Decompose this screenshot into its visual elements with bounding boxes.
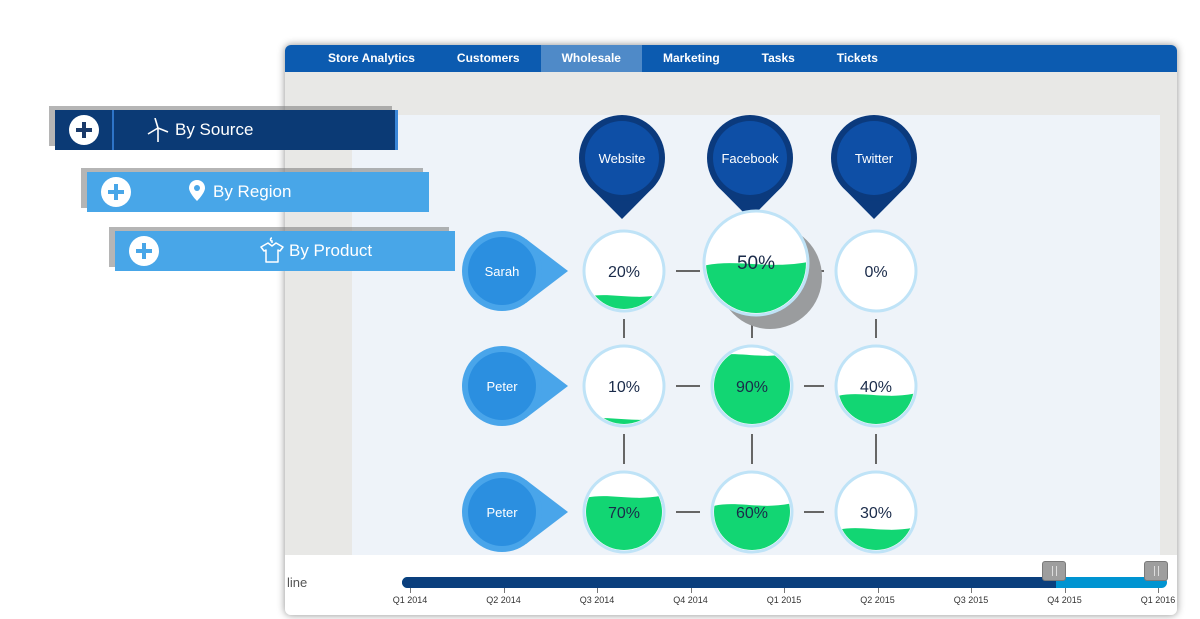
cell-value: 10% bbox=[608, 379, 640, 396]
person-inner bbox=[468, 237, 536, 305]
timeline-tick bbox=[1158, 588, 1159, 593]
timeline-tick-label: Q1 2015 bbox=[766, 595, 802, 605]
by-region-label: By Region bbox=[213, 182, 292, 201]
location-pin-icon bbox=[188, 180, 206, 207]
tab-tickets[interactable]: Tickets bbox=[836, 51, 878, 65]
cell-value: 20% bbox=[608, 264, 640, 281]
cell-fill bbox=[586, 494, 662, 550]
percent-cell[interactable]: 0% bbox=[834, 229, 918, 313]
cell-fill bbox=[714, 352, 790, 424]
cell-ring bbox=[582, 344, 666, 428]
by-source-bar[interactable]: By Source bbox=[55, 110, 398, 150]
timeline-tick-label: Q2 2014 bbox=[486, 595, 521, 605]
bar-edge bbox=[395, 110, 398, 150]
by-product-label: By Product bbox=[289, 241, 373, 260]
source-pin-twitter[interactable]: Twitter bbox=[831, 115, 917, 219]
timeline-tick bbox=[690, 588, 692, 593]
person-name: Peter bbox=[486, 379, 518, 394]
source-label: Twitter bbox=[855, 151, 894, 166]
cell-fill bbox=[586, 293, 662, 309]
percent-cell[interactable]: 90% bbox=[707, 344, 797, 431]
person-name: Peter bbox=[486, 505, 518, 520]
percent-cell[interactable]: 20% bbox=[579, 229, 669, 316]
cell-value: 30% bbox=[860, 505, 892, 522]
pin-inner bbox=[837, 121, 911, 195]
timeline-selected-range bbox=[402, 577, 1056, 588]
cell-value: 50% bbox=[737, 253, 775, 274]
source-label: Website bbox=[599, 151, 646, 166]
source-pin-facebook[interactable]: Facebook bbox=[707, 115, 793, 219]
pin-inner bbox=[713, 121, 787, 195]
person-inner bbox=[468, 478, 536, 546]
by-region-bar[interactable]: By Region bbox=[87, 172, 429, 212]
timeline-tick-label: Q4 2015 bbox=[1047, 595, 1082, 605]
timeline-tick-label: Q2 2015 bbox=[860, 595, 895, 605]
timeline-tick bbox=[503, 588, 505, 593]
timeline-tick-label: Q1 2014 bbox=[392, 595, 428, 605]
percent-cell[interactable]: 60% bbox=[707, 470, 797, 557]
tab-wholesale[interactable]: Wholesale bbox=[540, 45, 642, 72]
timeline-track[interactable] bbox=[402, 577, 1167, 588]
cell-ring bbox=[582, 229, 666, 313]
tab-customers[interactable]: Customers bbox=[456, 51, 520, 65]
percent-cell[interactable]: 50% bbox=[699, 209, 822, 329]
expand-plus-icon[interactable] bbox=[69, 115, 99, 145]
wind-turbine-icon bbox=[147, 117, 169, 147]
cell-value: 90% bbox=[736, 379, 768, 396]
by-source-label: By Source bbox=[175, 120, 254, 139]
timeline-tick-label: Q4 2014 bbox=[673, 595, 708, 605]
shirt-hanger-icon bbox=[258, 237, 286, 268]
timeline-tick-label: Q3 2014 bbox=[579, 595, 615, 605]
timeline-tick bbox=[597, 588, 598, 593]
percent-cell[interactable]: 70% bbox=[579, 470, 669, 557]
person-bubble-peter[interactable]: Peter bbox=[462, 472, 568, 552]
tab-tasks[interactable]: Tasks bbox=[761, 51, 795, 65]
expand-plus-icon[interactable] bbox=[129, 236, 159, 266]
cell-value: 70% bbox=[608, 505, 640, 522]
person-name: Sarah bbox=[485, 264, 520, 279]
timeline-end-handle[interactable] bbox=[1144, 561, 1168, 581]
person-inner bbox=[468, 352, 536, 420]
person-bubble-peter[interactable]: Peter bbox=[462, 346, 568, 426]
source-pin-website[interactable]: Website bbox=[579, 115, 665, 219]
timeline-tick bbox=[877, 588, 879, 593]
timeline-tick bbox=[971, 588, 972, 593]
tab-store-analytics[interactable]: Store Analytics bbox=[328, 51, 415, 65]
cell-value: 40% bbox=[860, 379, 892, 396]
person-bubble-sarah[interactable]: Sarah bbox=[462, 231, 568, 311]
source-label: Facebook bbox=[721, 151, 779, 166]
timeline-tick bbox=[1064, 588, 1066, 593]
timeline-tick bbox=[410, 588, 411, 593]
bar-divider bbox=[112, 110, 114, 150]
top-navbar: Store Analytics Customers Wholesale Mark… bbox=[285, 45, 1177, 72]
by-product-bar[interactable]: By Product bbox=[115, 231, 455, 271]
timeline-start-handle[interactable] bbox=[1042, 561, 1066, 581]
pin-inner bbox=[585, 121, 659, 195]
expand-plus-icon[interactable] bbox=[101, 177, 131, 207]
timeline: line Q1 2014 Q2 2014 Q3 2014 Q4 2014 Q1 2015… bbox=[285, 555, 1177, 615]
cell-value: 0% bbox=[864, 264, 887, 281]
percent-cell[interactable]: 10% bbox=[579, 344, 669, 431]
tab-marketing[interactable]: Marketing bbox=[662, 51, 720, 65]
cell-value: 60% bbox=[736, 505, 768, 522]
timeline-tick bbox=[784, 588, 785, 593]
timeline-tick-label: Q1 2016 bbox=[1140, 595, 1176, 605]
timeline-label: line bbox=[287, 575, 308, 590]
cell-ring bbox=[834, 229, 918, 313]
timeline-tick-label: Q3 2015 bbox=[953, 595, 989, 605]
